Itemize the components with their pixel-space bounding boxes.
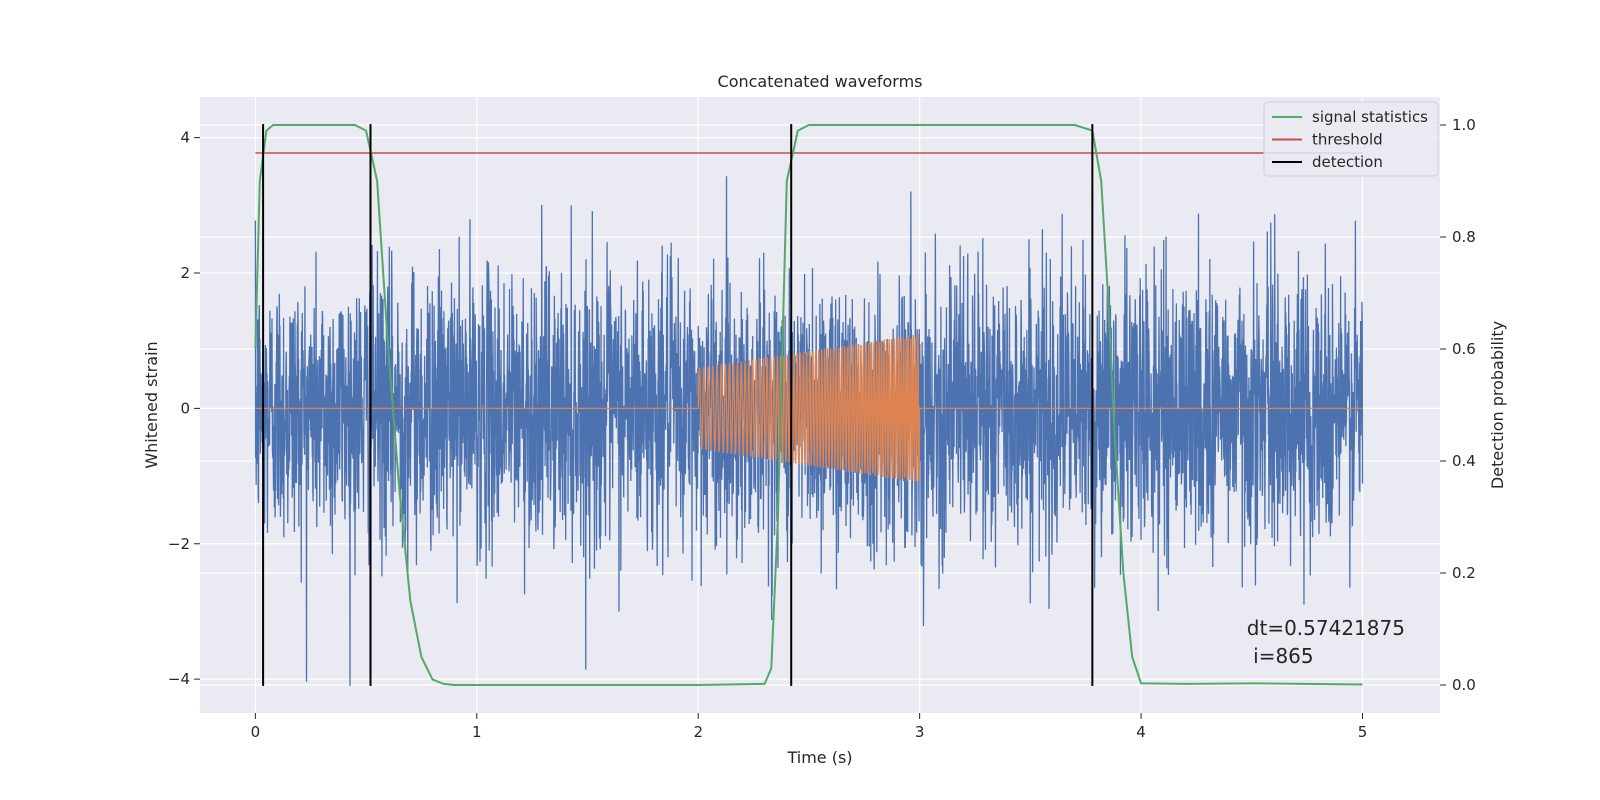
x-tick-label: 4: [1136, 723, 1146, 741]
series-layer: [254, 124, 1364, 686]
signal-statistics-series: [254, 124, 1363, 686]
y-tick-label: −2: [168, 535, 190, 553]
y-tick-label: 2: [180, 264, 190, 282]
y-tick-label: −4: [168, 670, 190, 688]
legend-label-detection: detection: [1312, 153, 1383, 171]
bottom-axis-ticks: 0 1 2 3 4 5: [251, 713, 1368, 741]
x-axis-label: Time (s): [786, 748, 852, 767]
y2-axis-label: Detection probability: [1488, 321, 1507, 489]
x-tick-label: 3: [915, 723, 925, 741]
y2-tick-label: 1.0: [1452, 116, 1476, 134]
waveform-series: [255, 334, 1363, 482]
x-tick-label: 0: [251, 723, 261, 741]
right-axis-ticks: 0.0 0.2 0.4 0.6 0.8 1.0: [1440, 116, 1476, 694]
y2-tick-label: 0.4: [1452, 452, 1476, 470]
legend-label-signal-statistics: signal statistics: [1312, 108, 1428, 126]
chart-title: Concatenated waveforms: [718, 72, 923, 91]
x-tick-label: 2: [693, 723, 703, 741]
annotation-i: i=865: [1247, 644, 1314, 668]
y-tick-label: 4: [180, 129, 190, 147]
legend: signal statistics threshold detection: [1263, 101, 1439, 177]
y-tick-label: 0: [180, 399, 190, 417]
y-axis-label: Whitened strain: [142, 341, 161, 468]
legend-box: [1263, 101, 1439, 177]
left-axis-ticks: −4 −2 0 2 4: [168, 129, 200, 688]
y2-tick-label: 0.0: [1452, 676, 1476, 694]
x-tick-label: 1: [472, 723, 482, 741]
legend-label-threshold: threshold: [1312, 131, 1383, 149]
x-tick-label: 5: [1358, 723, 1368, 741]
y2-tick-label: 0.6: [1452, 340, 1476, 358]
y2-tick-label: 0.8: [1452, 228, 1476, 246]
annotation-dt: dt=0.57421875: [1247, 616, 1405, 640]
y2-tick-label: 0.2: [1452, 564, 1476, 582]
